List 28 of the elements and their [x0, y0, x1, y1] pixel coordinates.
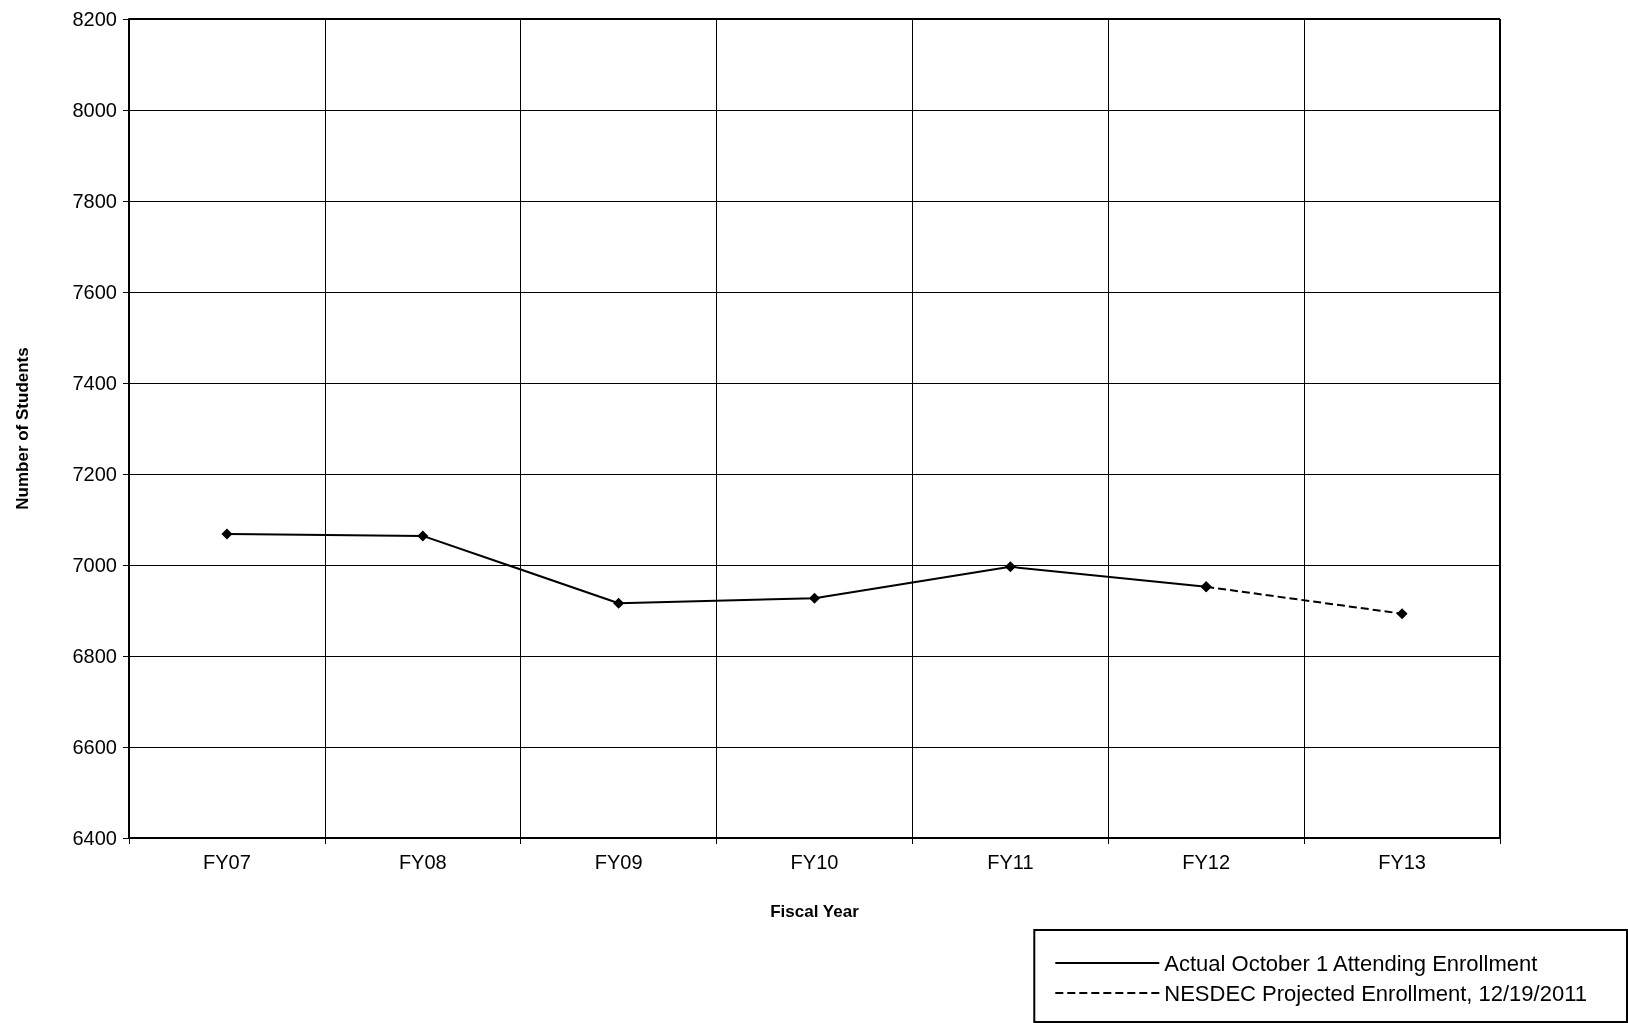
point [809, 592, 820, 604]
point [1200, 581, 1212, 593]
x-tick-label: FY13 [1378, 851, 1426, 873]
y-tick-label: 7800 [72, 190, 117, 212]
y-tick-label: 6600 [72, 736, 117, 758]
legend-label: NESDEC Projected Enrollment, 12/19/2011 [1164, 980, 1588, 1006]
x-axis-title: Fiscal Year [770, 902, 860, 921]
x-tick-label: FY08 [398, 851, 447, 873]
y-axis-title: Number of Students [13, 347, 32, 510]
y-tick-label: 6400 [72, 827, 117, 849]
point [221, 528, 233, 540]
y-tick-label: 7400 [72, 372, 117, 394]
y-tick-label: 7600 [72, 281, 117, 303]
point [417, 530, 429, 542]
x-tick-label: FY12 [1182, 851, 1231, 873]
y-tick-label: 7200 [72, 463, 117, 485]
x-tick-label: FY07 [203, 851, 251, 873]
point [1396, 608, 1408, 620]
point [613, 597, 625, 609]
point [1004, 561, 1016, 573]
y-tick-label: 8000 [72, 99, 117, 121]
y-tick-label: 6800 [72, 645, 117, 667]
legend-label: Actual October 1 Attending Enrollment [1164, 950, 1538, 976]
x-tick-label: FY11 [987, 851, 1034, 873]
x-tick-label: FY09 [594, 851, 643, 873]
y-tick-label: 8200 [72, 8, 117, 30]
x-tick-label: FY10 [790, 851, 839, 873]
y-tick-label: 7000 [72, 554, 117, 576]
